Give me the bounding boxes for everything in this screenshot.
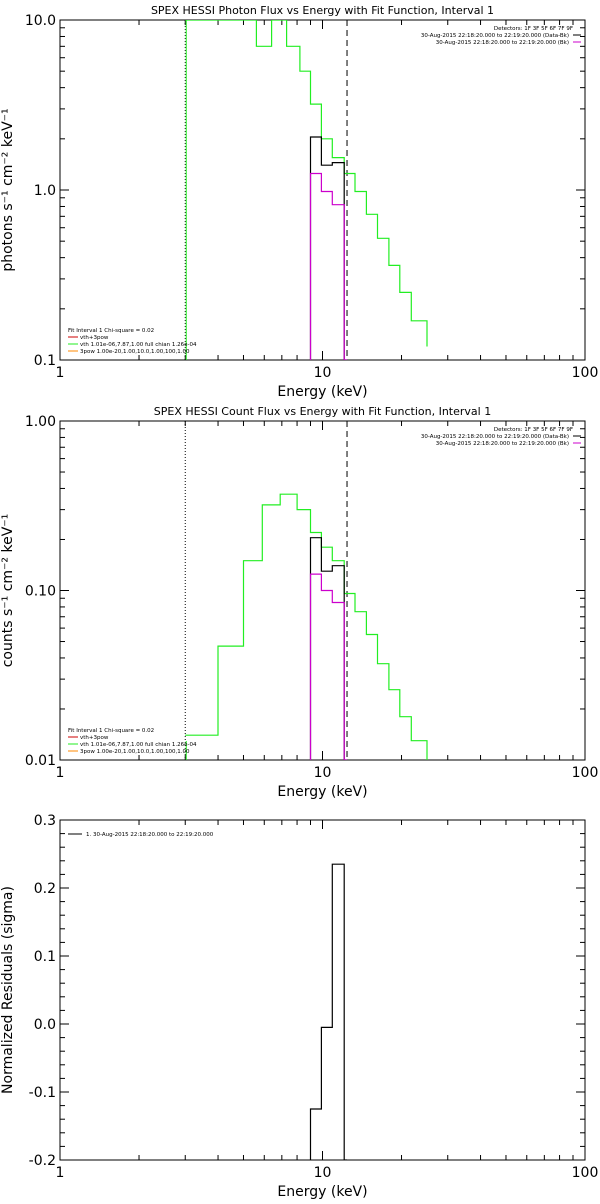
series-line-1 (185, 493, 428, 760)
y-tick-label: 1.00 (25, 414, 56, 430)
chart-title: SPEX HESSI Photon Flux vs Energy with Fi… (151, 4, 494, 17)
y-tick-label: -0.1 (29, 1085, 56, 1101)
x-tick-label: 1 (56, 365, 65, 381)
panel-3: 1 10 100 Energy (keV) -0.2 -0.1 0.0 0.1 0.2 0.3 No… (0, 813, 598, 1200)
series-line-1 (185, 20, 428, 347)
legend-entry: 3pow 1.00e-20,1.00,10.0,1.00,100,1.00 (80, 749, 190, 755)
panel-2: SPEX HESSI Count Flux vs Energy with Fit… (0, 405, 598, 800)
plot-area (184, 421, 428, 760)
x-tick-label: 100 (572, 1165, 599, 1181)
y-axis-label: Normalized Residuals (sigma) (0, 886, 16, 1094)
legend-entry: Fit Interval 1 Chi-square = 0.02 (68, 728, 154, 734)
legend-entry: vth 1.01e-06,7.87,1.00 full chian 1.26e-… (80, 342, 197, 348)
legend-entry: 1. 30-Aug-2015 22:18:20.000 to 22:19:20.… (86, 832, 214, 838)
legend-entry: 30-Aug-2015 22:18:20.000 to 22:19:20.000… (436, 441, 569, 447)
x-tick-label: 10 (314, 1165, 332, 1181)
y-tick-label: 0.3 (34, 813, 56, 829)
y-axis-label: photons s⁻¹ cm⁻² keV⁻¹ (0, 108, 16, 271)
legend-entry: 30-Aug-2015 22:18:20.000 to 22:19:20.000… (421, 434, 569, 440)
legend-entry: 30-Aug-2015 22:18:20.000 to 22:19:20.000… (421, 33, 569, 39)
y-tick-label: 10.0 (25, 13, 56, 29)
x-tick-label: 1 (56, 765, 65, 781)
legend-entry: 3pow 1.00e-20,1.00,10.0,1.00,100,1.00 (80, 349, 190, 355)
series-line-2 (309, 537, 347, 760)
y-axis-label: counts s⁻¹ cm⁻² keV⁻¹ (0, 514, 16, 668)
plot-frame (59, 819, 586, 1161)
y-tick-label: 0.2 (34, 881, 56, 897)
chart-title: SPEX HESSI Count Flux vs Energy with Fit… (154, 405, 491, 418)
legend-entry: vth+3pow (80, 735, 109, 741)
x-axis-label: Energy (keV) (277, 784, 367, 800)
x-tick-label: 100 (572, 365, 599, 381)
legend-entry: Detectors: 1F 3F 5F 6F 7F 9F (494, 26, 573, 32)
x-tick-label: 100 (572, 765, 599, 781)
legend-entry: Fit Interval 1 Chi-square = 0.02 (68, 328, 154, 334)
x-tick-label: 10 (314, 765, 332, 781)
y-tick-label: -0.2 (29, 1153, 56, 1169)
y-tick-label: 0.01 (25, 753, 56, 769)
y-tick-label: 0.1 (34, 949, 56, 965)
x-tick-label: 10 (314, 365, 332, 381)
legend-entry: Detectors: 1F 3F 5F 6F 7F 9F (494, 427, 573, 433)
plot-frame (59, 19, 586, 361)
legend-entry: vth 1.01e-06,7.87,1.00 full chian 1.26e-… (80, 742, 197, 748)
x-axis-label: Energy (keV) (277, 384, 367, 400)
legend-entry: 30-Aug-2015 22:18:20.000 to 22:19:20.000… (436, 40, 569, 46)
series-line-3 (309, 172, 347, 360)
y-tick-label: 0.0 (34, 1017, 56, 1033)
series-line-3 (309, 573, 347, 760)
legend-entry: vth+3pow (80, 335, 109, 341)
x-tick-label: 1 (56, 1165, 65, 1181)
panel-1: SPEX HESSI Photon Flux vs Energy with Fi… (0, 4, 598, 400)
y-tick-label: 1.0 (34, 183, 56, 199)
series-line-1 (309, 863, 347, 1160)
plot-area (184, 20, 428, 360)
y-tick-label: 0.10 (25, 584, 56, 600)
plot-area (309, 863, 347, 1160)
y-tick-label: 0.1 (34, 353, 56, 369)
series-line-2 (309, 136, 347, 360)
x-axis-label: Energy (keV) (277, 1184, 367, 1200)
